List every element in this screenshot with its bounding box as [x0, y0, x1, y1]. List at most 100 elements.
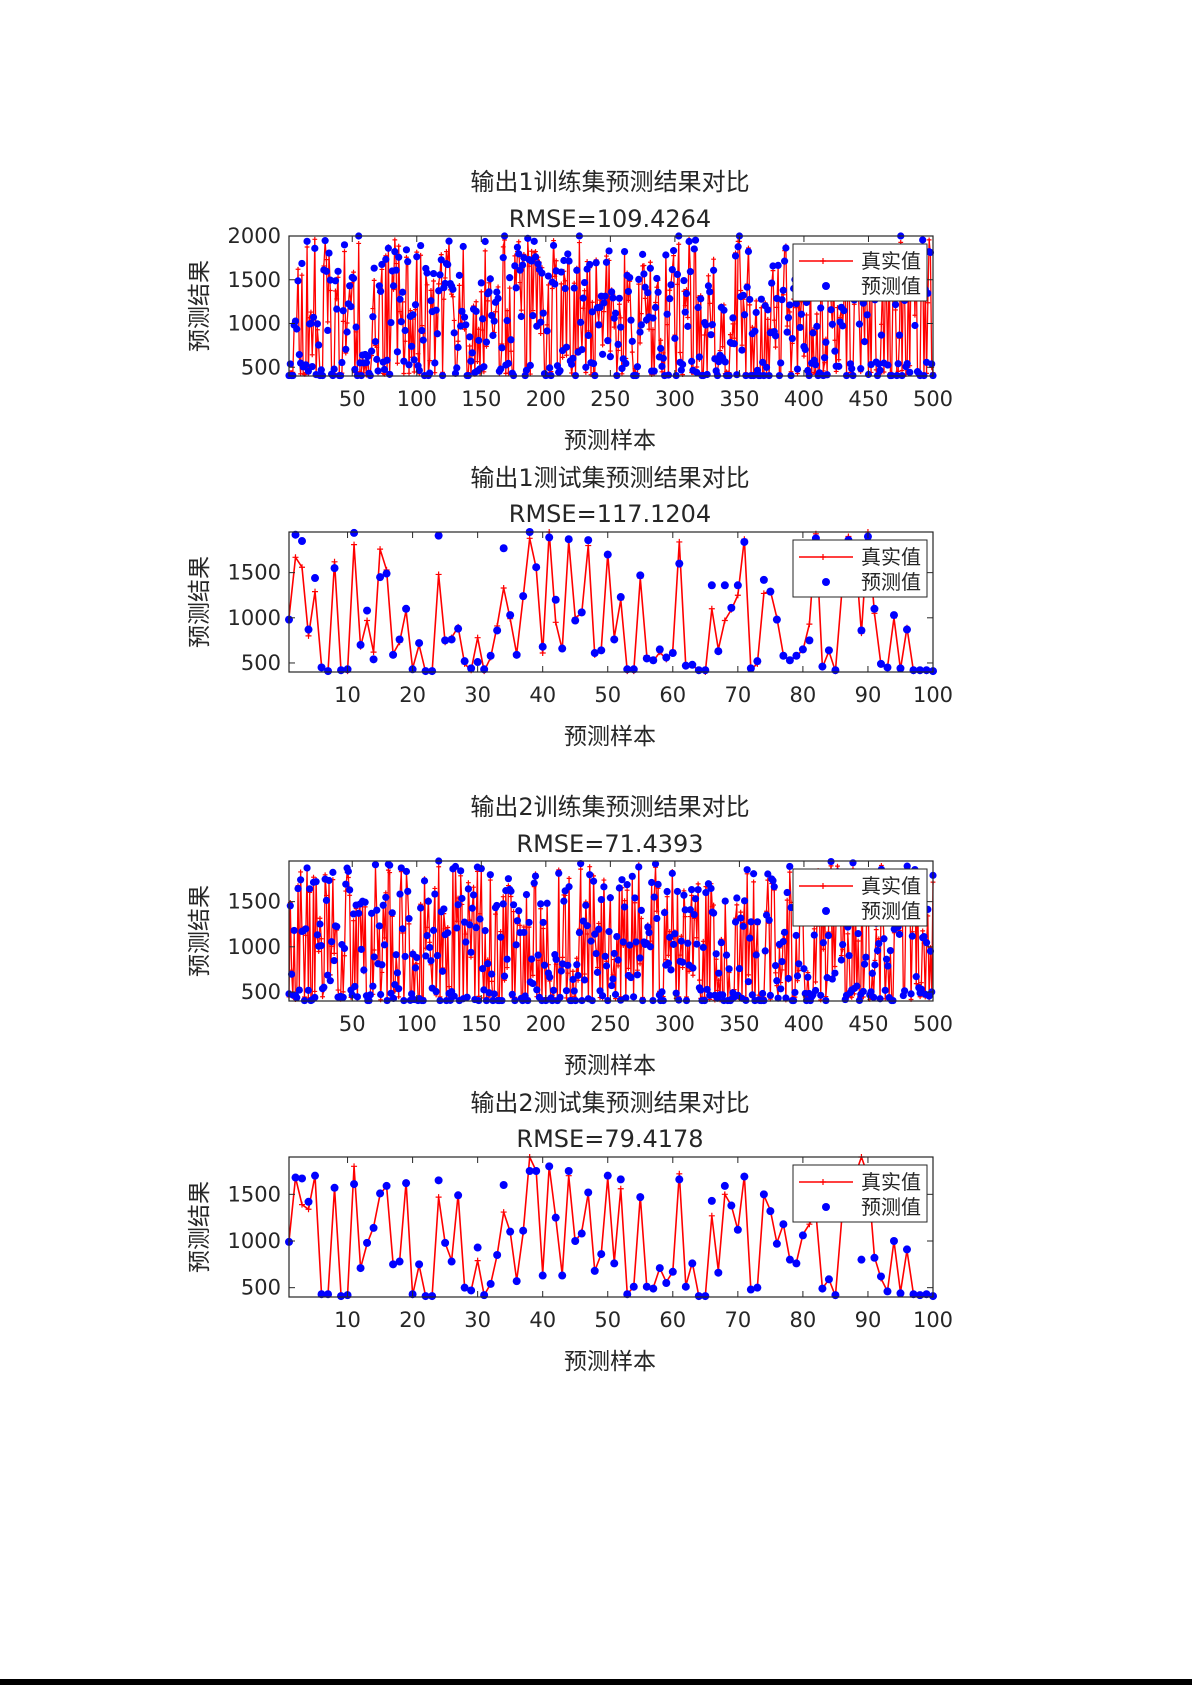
predicted-value-point — [346, 886, 354, 894]
predicted-value-point — [467, 948, 475, 956]
predicted-value-point — [591, 930, 599, 938]
true-value-point — [638, 916, 644, 921]
legend-pred-marker — [822, 907, 830, 915]
true-value-point — [298, 869, 304, 875]
predicted-value-point — [577, 1229, 586, 1238]
predicted-value-point — [895, 930, 904, 938]
predicted-value-point — [551, 1213, 560, 1222]
predicted-value-point — [417, 241, 425, 250]
predicted-value-point — [564, 535, 573, 544]
predicted-value-point — [796, 323, 804, 332]
predicted-value-point — [679, 958, 687, 966]
predicted-value-point — [423, 932, 431, 940]
predicted-value-point — [584, 536, 593, 545]
x-tick-label: 150 — [461, 1012, 501, 1036]
predicted-value-point — [304, 986, 312, 994]
predicted-value-point — [508, 990, 516, 999]
predicted-value-point — [609, 975, 617, 983]
predicted-value-point — [370, 264, 378, 272]
plot-subtitle-rmse: RMSE=79.4178 — [516, 1125, 703, 1153]
predicted-value-point — [418, 326, 426, 335]
predicted-value-point — [586, 871, 594, 879]
predicted-value-point — [383, 356, 391, 364]
predicted-value-point — [715, 969, 723, 977]
y-tick-label: 1000 — [228, 1229, 281, 1253]
predicted-value-point — [884, 361, 892, 369]
predicted-value-point — [695, 353, 704, 361]
predicted-value-point — [667, 281, 675, 289]
true-value-point — [582, 288, 587, 294]
true-value-point — [303, 932, 309, 938]
legend-true-label: 真实值 — [861, 874, 921, 898]
predicted-value-point — [543, 327, 551, 335]
true-value-point — [637, 340, 643, 346]
plot-output2-train: 输出2训练集预测结果对比 RMSE=71.4393 预测样本 预测结果 50 10… — [187, 793, 953, 1079]
predicted-value-point — [774, 261, 782, 269]
true-value-point — [626, 298, 631, 303]
true-value-point — [677, 350, 683, 355]
predicted-value-point — [618, 876, 626, 884]
predicted-value-point — [499, 1181, 508, 1189]
predicted-value-point — [580, 976, 589, 984]
predicted-value-point — [809, 329, 817, 337]
predicted-value-point — [408, 342, 416, 350]
legend-true-label: 真实值 — [861, 545, 921, 569]
predicted-value-point — [908, 932, 916, 940]
predicted-value-point — [739, 291, 747, 299]
predicted-value-point — [912, 973, 920, 981]
predicted-value-point — [926, 248, 935, 257]
true-value-point — [873, 927, 879, 933]
y-tick-label: 1500 — [228, 890, 281, 914]
true-value-point — [312, 588, 319, 595]
predicted-value-point — [744, 978, 753, 986]
predicted-value-point — [369, 1223, 378, 1232]
predicted-value-point — [517, 312, 525, 321]
predicted-value-point — [777, 985, 785, 993]
predicted-value-point — [651, 303, 660, 311]
predicted-value-point — [520, 928, 528, 937]
x-tick-label: 100 — [397, 387, 437, 411]
axes: 10 20 30 40 50 60 70 80 90 100 500 1000 1500 — [228, 531, 953, 707]
predicted-value-point — [739, 922, 747, 930]
true-value-point — [351, 918, 356, 924]
predicted-value-point — [626, 941, 634, 949]
predicted-value-point — [771, 332, 780, 340]
legend-pred-label: 预测值 — [861, 570, 921, 594]
true-value-point — [647, 259, 653, 265]
true-value-point — [454, 918, 460, 924]
x-tick-label: 10 — [334, 683, 361, 707]
true-value-point — [747, 302, 753, 308]
predicted-value-point — [675, 559, 684, 568]
true-value-point — [535, 957, 541, 963]
predicted-value-point — [588, 308, 596, 316]
true-value-point — [299, 1201, 306, 1208]
true-value-point — [601, 877, 607, 883]
predicted-value-point — [870, 604, 879, 613]
predicted-value-point — [688, 357, 696, 365]
predicted-value-point — [431, 890, 439, 898]
true-value-point — [711, 256, 717, 262]
x-axis-label: 预测样本 — [564, 428, 656, 454]
true-value-point — [727, 332, 733, 338]
predicted-value-point — [601, 952, 609, 960]
predicted-value-point — [302, 925, 310, 933]
predicted-value-point — [402, 246, 411, 254]
predicted-value-point — [577, 608, 586, 617]
true-value-point — [682, 303, 688, 309]
predicted-value-point — [721, 897, 729, 905]
legend-box — [792, 1164, 928, 1223]
data-marks — [285, 1153, 937, 1301]
predicted-value-point — [568, 360, 576, 368]
true-value-point — [411, 369, 417, 375]
predicted-value-point — [415, 639, 424, 648]
true-value-point — [676, 241, 682, 247]
predicted-value-point — [759, 358, 767, 366]
predicted-value-point — [876, 1272, 885, 1281]
predicted-value-point — [466, 921, 474, 929]
true-value-point — [316, 949, 322, 954]
predicted-value-point — [896, 664, 905, 673]
predicted-value-point — [811, 361, 820, 369]
true-value-point — [401, 371, 407, 376]
legend-box — [792, 868, 928, 927]
legend-true-marker — [820, 1179, 826, 1185]
